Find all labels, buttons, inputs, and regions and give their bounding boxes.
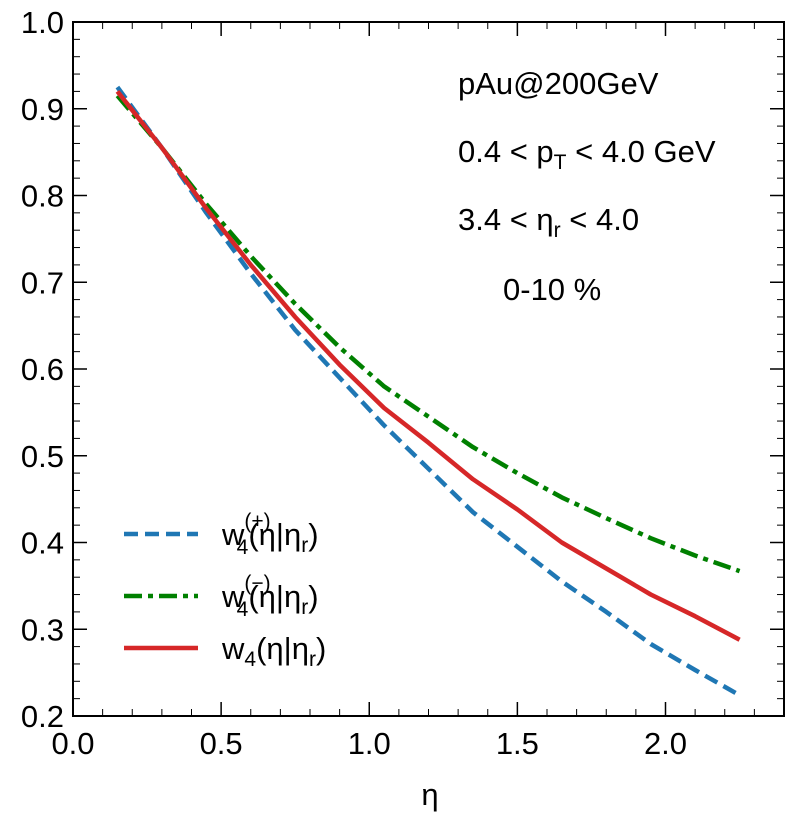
annotations: pAu@200GeV 0.4 < pT < 4.0 GeV 3.4 < ηr <… xyxy=(458,66,716,307)
annotation-pt-left: 0.4 < p xyxy=(458,134,554,169)
series-line-3 xyxy=(115,90,741,642)
legend-rest: (η|η xyxy=(256,631,309,666)
legend-sub: 4 xyxy=(237,598,249,621)
y-tick-label: 0.6 xyxy=(21,352,64,387)
x-axis-title: η xyxy=(421,777,438,812)
y-tick-label: 0.8 xyxy=(21,179,64,214)
annotation-centrality: 0-10 % xyxy=(503,272,601,307)
y-tick-label: 0.2 xyxy=(21,699,64,734)
plot-frame xyxy=(72,21,785,717)
legend-sub: 4 xyxy=(244,648,256,671)
minor-ticks xyxy=(73,22,785,716)
legend-rest-sub: r xyxy=(309,648,316,671)
y-tick-label: 0.3 xyxy=(21,612,64,647)
y-tick-label: 1.0 xyxy=(21,5,64,40)
annotation-eta-left: 3.4 < η xyxy=(458,202,554,237)
legend-rest-sub: r xyxy=(301,596,308,619)
x-tick-label: 1.0 xyxy=(348,726,391,761)
legend-sub: 4 xyxy=(237,536,249,559)
y-tick-label: 0.7 xyxy=(21,265,64,300)
y-tick-label: 0.5 xyxy=(21,439,64,474)
legend-rest: (η|η xyxy=(248,579,301,614)
legend-base: w xyxy=(221,579,245,614)
x-tick-labels: 0.0 0.5 1.0 1.5 2.0 xyxy=(51,726,687,761)
legend-base: w xyxy=(221,631,245,666)
major-ticks xyxy=(72,21,784,717)
annotation-pt-right: < 4.0 GeV xyxy=(567,134,716,169)
legend-label-1: w(+) 4(η|ηr) xyxy=(221,510,319,559)
y-tick-labels: 0.2 0.3 0.4 0.5 0.6 0.7 0.8 0.9 1.0 xyxy=(21,5,64,734)
x-tick-label: 2.0 xyxy=(644,726,687,761)
annotation-system: pAu@200GeV xyxy=(458,66,659,101)
annotation-eta-range: 3.4 < ηr < 4.0 xyxy=(458,202,639,242)
x-tick-label: 0.5 xyxy=(200,726,243,761)
legend-rest-sub: r xyxy=(301,534,308,557)
annotation-pt-sub: T xyxy=(554,151,567,174)
legend-rest: (η|η xyxy=(248,517,301,552)
x-tick-label: 0.0 xyxy=(51,726,94,761)
annotation-eta-right: < 4.0 xyxy=(561,202,639,237)
annotation-pt-range: 0.4 < pT < 4.0 GeV xyxy=(458,134,716,174)
legend-label-2: w(−) 4(η|ηr) xyxy=(221,572,319,621)
legend-base: w xyxy=(221,517,245,552)
series-line-2 xyxy=(115,94,741,574)
y-tick-label: 0.9 xyxy=(21,92,64,127)
legend-sup: (−) xyxy=(244,572,270,595)
x-tick-label: 1.5 xyxy=(496,726,539,761)
series-line-1 xyxy=(115,85,741,698)
legend-close: ) xyxy=(308,517,318,552)
legend: w(+) 4(η|ηr)w(−) 4(η|ηr)w4(η|ηr) xyxy=(124,510,326,671)
legend-close: ) xyxy=(308,579,318,614)
series-layer xyxy=(115,85,741,698)
legend-close: ) xyxy=(316,631,326,666)
y-tick-label: 0.4 xyxy=(21,526,64,561)
legend-sup: (+) xyxy=(244,510,270,533)
annotation-eta-sub: r xyxy=(554,219,561,242)
legend-label-3: w4(η|ηr) xyxy=(221,631,326,671)
